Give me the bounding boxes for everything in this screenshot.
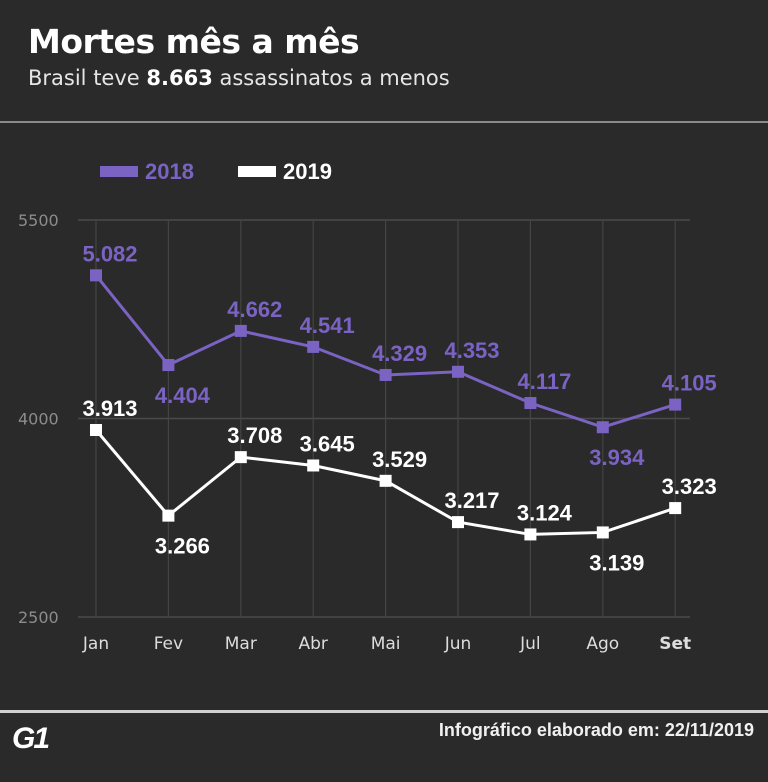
subtitle-prefix: Brasil teve [28,66,147,90]
legend-swatch-2018 [100,166,138,177]
data-label-2019: 3.529 [372,447,427,472]
x-tick-label: Jan [82,634,109,654]
data-label-2018: 4.105 [662,371,717,396]
data-point-2019 [669,502,682,515]
data-label-2019: 3.217 [444,488,499,513]
data-point-2019 [234,451,247,464]
x-tick-label: Ago [586,634,619,654]
legend-swatch-2019 [238,166,276,177]
data-label-2019: 3.139 [589,550,644,575]
data-label-2019: 3.323 [662,474,717,499]
data-label-2018: 4.541 [300,313,355,338]
data-label-2019: 3.645 [300,431,355,456]
data-label-2018: 4.662 [227,297,282,322]
data-point-2018 [234,324,247,337]
data-label-2019: 3.266 [155,534,210,559]
x-tick-label: Set [659,634,691,654]
x-tick-label: Jun [444,634,472,654]
header-divider [0,121,768,123]
data-label-2018: 3.934 [589,445,645,470]
data-label-2018: 4.117 [517,369,571,394]
x-tick-label: Mar [225,634,257,654]
chart-title: Mortes mês a mês [28,22,360,61]
x-tick-label: Fev [154,634,183,654]
data-point-2018 [524,397,537,410]
x-tick-label: Mai [371,634,401,654]
data-point-2019 [307,459,320,472]
subtitle-suffix: assassinatos a menos [212,66,450,90]
y-tick-label: 5500 [18,211,59,230]
data-point-2018 [307,340,320,353]
data-label-2018: 5.082 [82,241,137,266]
chart-subtitle: Brasil teve 8.663 assassinatos a menos [28,66,450,90]
data-point-2018 [162,359,175,372]
line-chart: 2500 4000 5500 Jan Fev Mar Abr Mai Jun Jul Ago Set 2… [18,159,717,654]
data-point-2018 [596,421,609,434]
data-label-2018: 4.329 [372,341,427,366]
data-point-2018 [379,368,392,381]
subtitle-bold-number: 8.663 [146,66,213,90]
data-point-2018 [90,269,102,282]
data-label-2018: 4.404 [155,383,211,408]
data-point-2019 [90,424,102,437]
data-label-2019: 3.913 [82,396,137,421]
legend-label-2019: 2019 [283,159,332,184]
data-point-2018 [669,398,682,411]
data-label-2019: 3.124 [517,500,573,525]
data-point-2018 [452,365,464,378]
footer-note: Infográfico elaborado em: 22/11/2019 [438,720,754,740]
legend-label-2018: 2018 [145,159,194,184]
data-point-2019 [524,528,537,541]
g1-logo: G1 [12,722,50,755]
data-point-2019 [379,474,392,487]
x-tick-label: Jul [519,634,541,654]
data-point-2019 [596,526,609,539]
data-label-2019: 3.708 [227,423,282,448]
footer-divider [0,710,768,713]
data-label-2018: 4.353 [444,338,499,363]
x-tick-label: Abr [298,634,327,654]
data-point-2019 [162,509,175,522]
y-tick-label: 2500 [18,608,59,627]
data-point-2019 [452,516,464,529]
y-tick-label: 4000 [18,410,59,429]
